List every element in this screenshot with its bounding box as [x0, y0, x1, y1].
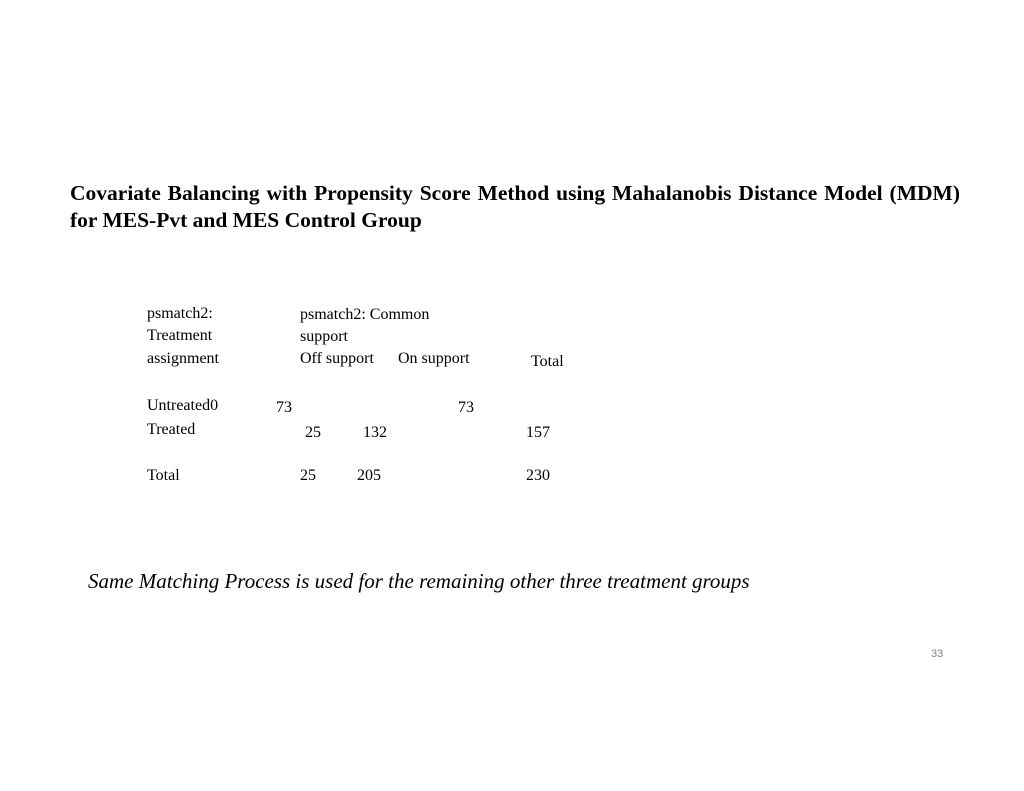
col-header-total: Total	[531, 353, 564, 370]
cell-treated-on: 132	[363, 424, 387, 441]
cell-total-on: 205	[357, 467, 381, 484]
row-header-line-2: Treatment	[147, 327, 213, 344]
page-number: 33	[931, 648, 944, 660]
cell-untreated-off: 0	[210, 397, 219, 414]
cell-untreated-total: 73	[458, 399, 474, 416]
cell-treated-off: 25	[305, 424, 321, 441]
cell-total-off: 25	[300, 467, 316, 484]
footnote: Same Matching Process is used for the re…	[88, 569, 750, 593]
cell-untreated-on: 73	[276, 399, 292, 416]
cell-total-total: 230	[526, 467, 550, 484]
cell-treated-total: 157	[526, 424, 550, 441]
row-header-line-1: psmatch2:	[147, 305, 213, 322]
col-group-header-line-1: psmatch2: Common	[300, 306, 430, 323]
row-label-treated: Treated	[147, 421, 196, 438]
row-label-total: Total	[147, 467, 180, 484]
row-header-line-3: assignment	[147, 350, 219, 367]
col-header-on-support: On support	[398, 350, 470, 367]
slide-title: Covariate Balancing with Propensity Scor…	[70, 181, 960, 232]
col-header-off-support: Off support	[300, 350, 374, 367]
col-group-header-line-2: support	[300, 328, 348, 345]
row-label-untreated: Untreated0	[147, 397, 219, 414]
